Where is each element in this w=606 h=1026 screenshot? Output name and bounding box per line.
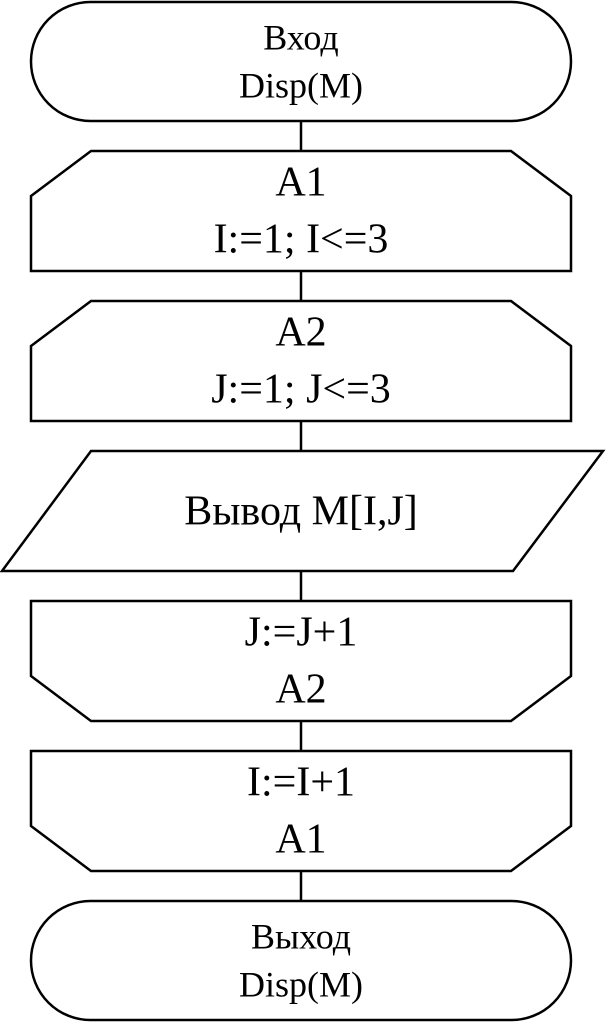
start-label-line1: Вход (263, 17, 338, 57)
end-terminator-shape (29, 899, 573, 1022)
end-label-line1: Выход (251, 916, 351, 956)
end-label-line2: Disp(M) (239, 964, 363, 1004)
loop-inner-begin-shape (29, 299, 573, 423)
loop-outer-begin-shape (29, 149, 573, 273)
loop-inner-end-label-line2: A2 (275, 667, 326, 713)
loop-outer-end-label-line1: I:=I+1 (247, 760, 355, 806)
start-label-line2: Disp(M) (239, 65, 363, 105)
loop-inner-begin: A2 J:=1; J<=3 (29, 299, 573, 423)
output-label: Вывод M[I,J] (184, 489, 418, 535)
output-block: Вывод M[I,J] (0, 449, 606, 573)
loop-outer-end: I:=I+1 A1 (29, 749, 573, 873)
loop-inner-begin-label-line1: A2 (275, 310, 326, 356)
output-parallelogram-shape (0, 449, 606, 573)
loop-outer-begin-label-line2: I:=1; I<=3 (214, 217, 389, 263)
loop-outer-end-shape (29, 749, 573, 873)
loop-outer-begin-label-line1: A1 (275, 160, 326, 206)
start-terminator: Вход Disp(M) (29, 0, 573, 123)
loop-inner-end: J:=J+1 A2 (29, 599, 573, 723)
loop-inner-end-label-line1: J:=J+1 (245, 610, 358, 656)
loop-inner-begin-label-line2: J:=1; J<=3 (211, 367, 391, 413)
end-terminator: Выход Disp(M) (29, 899, 573, 1022)
loop-outer-begin: A1 I:=1; I<=3 (29, 149, 573, 273)
loop-outer-end-label-line2: A1 (275, 817, 326, 863)
start-terminator-shape (29, 0, 573, 123)
loop-inner-end-shape (29, 599, 573, 723)
